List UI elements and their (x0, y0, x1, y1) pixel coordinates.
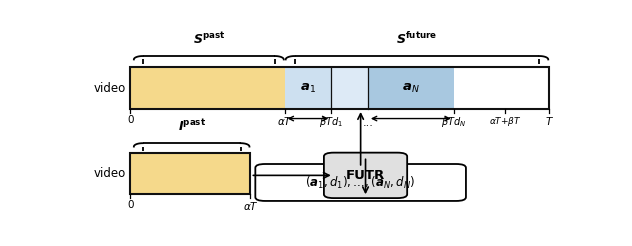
Text: 0: 0 (127, 115, 134, 125)
Bar (130, 67, 284, 109)
Text: video: video (94, 167, 126, 180)
Bar (331, 67, 368, 109)
FancyBboxPatch shape (255, 164, 466, 201)
Bar (130, 67, 549, 109)
Text: $T$: $T$ (545, 115, 554, 127)
Text: FUTR: FUTR (346, 169, 385, 182)
Text: 0: 0 (127, 200, 134, 210)
Bar (284, 67, 331, 109)
Text: $\beta T d_N$: $\beta T d_N$ (441, 115, 466, 129)
Bar (130, 67, 549, 109)
Text: $\boldsymbol{S}^\mathbf{past}$: $\boldsymbol{S}^\mathbf{past}$ (193, 31, 225, 47)
Text: ...: ... (363, 118, 374, 128)
Text: $\alpha T$: $\alpha T$ (277, 115, 293, 127)
Bar (130, 153, 250, 194)
Text: $\alpha T{+}\beta T$: $\alpha T{+}\beta T$ (489, 115, 521, 128)
Text: video: video (94, 82, 126, 95)
Text: $\beta T d_1$: $\beta T d_1$ (319, 115, 343, 129)
Text: $(\boldsymbol{a}_1, d_1), \ldots, (\boldsymbol{a}_N, d_N)$: $(\boldsymbol{a}_1, d_1), \ldots, (\bold… (305, 174, 416, 190)
Text: $\boldsymbol{I}^\mathbf{past}$: $\boldsymbol{I}^\mathbf{past}$ (178, 118, 206, 134)
Bar (368, 67, 454, 109)
Text: $\boldsymbol{a}_1$: $\boldsymbol{a}_1$ (300, 82, 316, 95)
Text: $\alpha T$: $\alpha T$ (243, 200, 258, 212)
Text: $\boldsymbol{S}^\mathbf{future}$: $\boldsymbol{S}^\mathbf{future}$ (396, 31, 437, 47)
FancyBboxPatch shape (324, 153, 407, 198)
Text: $\boldsymbol{a}_N$: $\boldsymbol{a}_N$ (402, 82, 420, 95)
